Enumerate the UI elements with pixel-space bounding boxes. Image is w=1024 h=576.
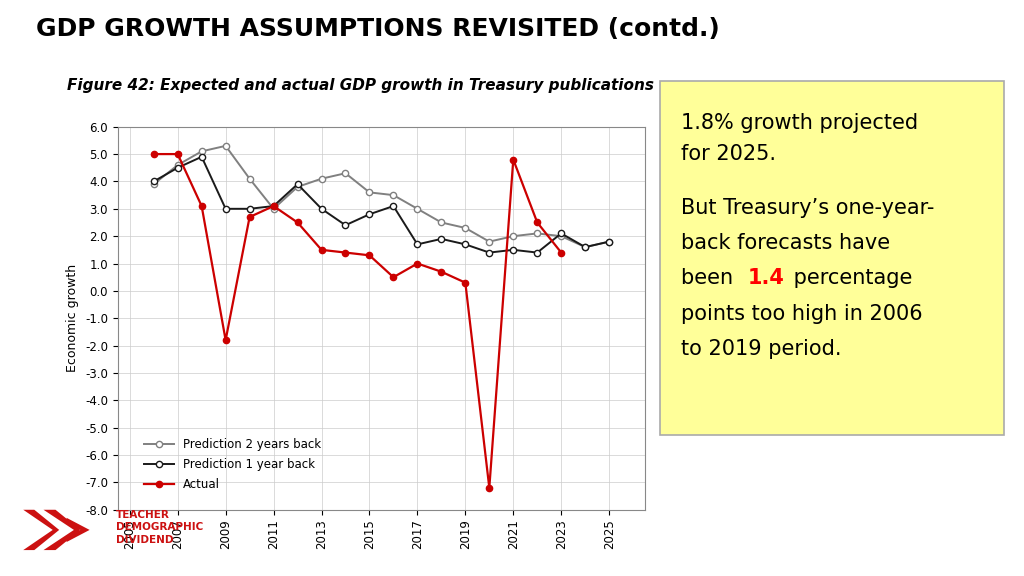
Polygon shape bbox=[24, 510, 59, 550]
Text: 1.4: 1.4 bbox=[748, 268, 784, 289]
Text: for 2025.: for 2025. bbox=[681, 145, 776, 164]
Text: points too high in 2006: points too high in 2006 bbox=[681, 304, 923, 324]
Text: But Treasury’s one-year-: But Treasury’s one-year- bbox=[681, 198, 935, 218]
Text: 1.8% growth projected: 1.8% growth projected bbox=[681, 112, 919, 132]
Text: TEACHER
DEMOGRAPHIC
DIVIDEND: TEACHER DEMOGRAPHIC DIVIDEND bbox=[116, 510, 203, 544]
Text: to 2019 period.: to 2019 period. bbox=[681, 339, 842, 359]
Text: percentage: percentage bbox=[787, 268, 912, 289]
Text: GDP GROWTH ASSUMPTIONS REVISITED (contd.): GDP GROWTH ASSUMPTIONS REVISITED (contd.… bbox=[36, 17, 720, 41]
Polygon shape bbox=[43, 510, 80, 550]
Legend: Prediction 2 years back, Prediction 1 year back, Actual: Prediction 2 years back, Prediction 1 ye… bbox=[139, 434, 326, 496]
Text: Figure 42: Expected and actual GDP growth in Treasury publications: Figure 42: Expected and actual GDP growt… bbox=[67, 78, 653, 93]
Text: been: been bbox=[681, 268, 739, 289]
Polygon shape bbox=[67, 518, 90, 542]
Y-axis label: Economic growth: Economic growth bbox=[67, 264, 80, 372]
Text: back forecasts have: back forecasts have bbox=[681, 233, 890, 253]
